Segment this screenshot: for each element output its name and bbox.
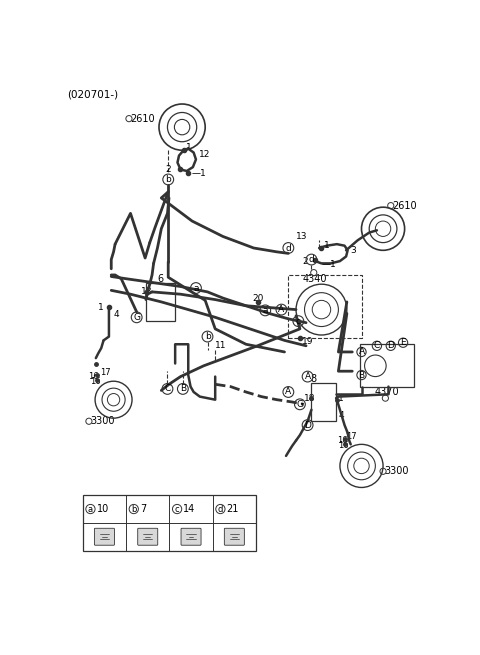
Text: c: c <box>296 316 301 326</box>
Text: 20: 20 <box>252 293 264 303</box>
Text: G: G <box>133 313 140 322</box>
Text: 11: 11 <box>215 341 227 350</box>
Text: —1: —1 <box>192 169 206 178</box>
Text: 1: 1 <box>186 143 192 153</box>
Text: c: c <box>175 504 180 514</box>
Text: d: d <box>218 504 223 514</box>
Text: 4340: 4340 <box>303 274 327 284</box>
FancyBboxPatch shape <box>224 529 244 545</box>
Text: 3300: 3300 <box>90 416 115 426</box>
Bar <box>360 345 414 386</box>
Text: 2: 2 <box>302 257 308 265</box>
Text: C: C <box>374 341 380 350</box>
Text: 1: 1 <box>338 394 344 403</box>
Text: 8: 8 <box>310 374 316 384</box>
Text: E: E <box>400 338 406 347</box>
Text: B: B <box>359 371 365 379</box>
Text: A: A <box>304 372 311 381</box>
Text: 1: 1 <box>98 303 104 312</box>
Text: 2610: 2610 <box>392 200 417 211</box>
Text: 4370: 4370 <box>374 387 399 397</box>
Text: 16: 16 <box>88 372 99 381</box>
Text: 13: 13 <box>296 232 308 241</box>
Text: a: a <box>88 504 93 514</box>
Text: 21: 21 <box>227 504 239 514</box>
Text: 3300: 3300 <box>384 466 409 476</box>
Text: G: G <box>296 400 303 409</box>
Text: 18: 18 <box>304 394 315 403</box>
Text: 19: 19 <box>302 337 314 346</box>
Text: B: B <box>180 384 186 394</box>
Text: 18: 18 <box>141 288 153 297</box>
Text: 6: 6 <box>157 274 164 284</box>
Text: 17: 17 <box>346 432 357 441</box>
Text: 1: 1 <box>324 241 329 250</box>
Text: 2610: 2610 <box>131 113 155 124</box>
Text: a: a <box>263 306 268 315</box>
Text: (020701-): (020701-) <box>67 89 119 100</box>
Text: 17: 17 <box>100 368 110 377</box>
Text: 2: 2 <box>166 165 171 174</box>
Text: 4: 4 <box>338 411 344 420</box>
Text: D: D <box>387 341 394 350</box>
FancyBboxPatch shape <box>95 529 114 545</box>
Text: 14: 14 <box>183 504 195 514</box>
Text: 3: 3 <box>350 246 356 255</box>
Bar <box>288 275 361 338</box>
Text: a: a <box>193 284 199 293</box>
Bar <box>83 495 256 551</box>
Text: —1: —1 <box>322 261 336 269</box>
Text: D: D <box>304 421 311 430</box>
Text: 10: 10 <box>96 504 109 514</box>
Text: 4: 4 <box>114 310 119 320</box>
Text: 7: 7 <box>140 504 146 514</box>
Text: C: C <box>164 384 170 394</box>
Bar <box>146 283 175 321</box>
Text: 16: 16 <box>90 377 100 386</box>
Text: 16: 16 <box>337 436 348 445</box>
Text: b: b <box>165 175 171 184</box>
FancyBboxPatch shape <box>138 529 158 545</box>
Text: 16: 16 <box>338 441 349 449</box>
Text: b: b <box>131 504 136 514</box>
Text: b: b <box>204 332 210 341</box>
Text: A: A <box>285 388 291 396</box>
Bar <box>312 383 336 421</box>
Text: A: A <box>359 347 365 356</box>
Text: d: d <box>286 244 291 252</box>
Text: 12: 12 <box>199 151 210 159</box>
FancyBboxPatch shape <box>181 529 201 545</box>
Text: d: d <box>309 255 314 264</box>
Text: A: A <box>278 305 285 314</box>
